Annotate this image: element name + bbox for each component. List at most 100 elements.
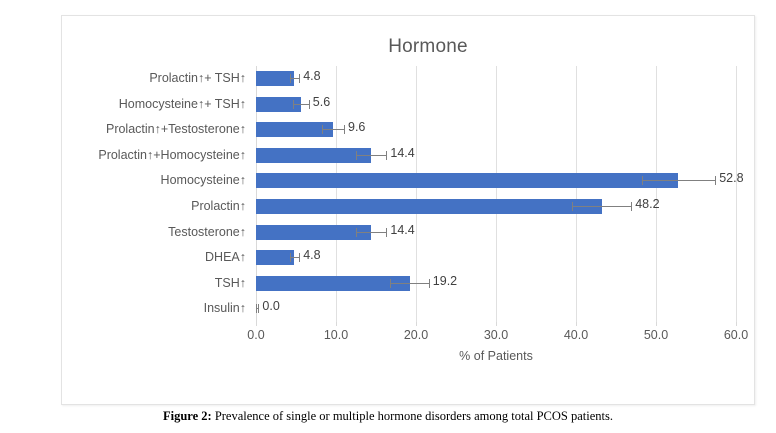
error-bar-cap-low bbox=[289, 253, 291, 263]
bar-row[interactable]: 48.2 bbox=[256, 194, 736, 220]
x-axis-tick-mark bbox=[736, 322, 737, 326]
x-axis-tick-label: 40.0 bbox=[563, 328, 589, 342]
figure-caption: Figure 2: Prevalence of single or multip… bbox=[0, 409, 776, 424]
bar-value-label: 4.8 bbox=[303, 248, 321, 263]
bar-row[interactable]: 9.6 bbox=[256, 117, 736, 143]
bar-row[interactable]: 19.2 bbox=[256, 271, 736, 297]
error-bar bbox=[289, 78, 300, 79]
bar-row[interactable]: 14.4 bbox=[256, 220, 736, 246]
bar-value-label: 14.4 bbox=[390, 222, 415, 237]
y-axis-label: Prolactin↑+Homocysteine↑ bbox=[98, 147, 246, 162]
bar[interactable] bbox=[256, 147, 372, 163]
x-axis-tick-label: 60.0 bbox=[723, 328, 749, 342]
error-bar-cap-high bbox=[344, 125, 345, 135]
bar-value-label: 0.0 bbox=[262, 299, 280, 314]
y-axis-label: Insulin↑ bbox=[203, 301, 246, 316]
chart-title: Hormone bbox=[62, 36, 754, 58]
error-bar-cap-high bbox=[258, 304, 260, 314]
gridline-60.0 bbox=[736, 66, 737, 322]
y-axis-category-labels: Prolactin↑+ TSH↑ Homocysteine↑+ TSH↑ Prola… bbox=[62, 66, 252, 322]
error-bar-cap-high bbox=[299, 74, 301, 83]
error-bar-cap-low bbox=[572, 202, 573, 211]
error-bar-cap-low bbox=[356, 150, 357, 160]
bar-value-label: 48.2 bbox=[635, 197, 660, 211]
gridline-10.0 bbox=[336, 66, 337, 322]
y-axis-label: Homocysteine↑ bbox=[160, 173, 246, 188]
bar-value-label: 19.2 bbox=[432, 273, 458, 288]
error-bar-cap-low bbox=[289, 74, 291, 83]
error-bar-cap-low bbox=[292, 99, 294, 109]
bar-value-label: 52.8 bbox=[719, 171, 744, 186]
y-axis-label: Testosterone↑ bbox=[168, 224, 246, 239]
gridline-50.0 bbox=[656, 66, 657, 322]
gridline-40.0 bbox=[576, 66, 577, 322]
error-bar-cap-low bbox=[641, 176, 643, 186]
chart-title-text: Hormone bbox=[388, 36, 468, 57]
error-bar-cap-high bbox=[386, 227, 388, 237]
bar-rows: 4.8 5.6 9.6 14.4 52.8 48.2 14.4 4.8 19.2 0.0 bbox=[256, 66, 744, 322]
bar[interactable] bbox=[256, 199, 602, 214]
error-bar bbox=[641, 180, 716, 182]
x-axis-tick-label: 10.0 bbox=[323, 328, 349, 342]
y-axis-label: Homocysteine↑+ TSH↑ bbox=[118, 96, 246, 111]
y-axis-label: Prolactin↑+ TSH↑ bbox=[149, 71, 246, 85]
bar[interactable] bbox=[256, 71, 295, 86]
x-axis-tick-mark bbox=[256, 322, 257, 326]
bar[interactable] bbox=[256, 275, 410, 291]
gridline-0.0 bbox=[256, 66, 257, 322]
bar-row[interactable]: 4.8 bbox=[256, 66, 736, 92]
figure-caption-text: Prevalence of single or multiple hormone… bbox=[211, 409, 614, 423]
plot-area: 4.8 5.6 9.6 14.4 52.8 48.2 14.4 4.8 19.2 0.0 bbox=[256, 66, 744, 322]
error-bar-cap-low bbox=[356, 227, 357, 237]
y-axis-label: TSH↑ bbox=[214, 275, 246, 290]
error-bar-cap-high bbox=[299, 253, 301, 263]
error-bar bbox=[292, 103, 309, 105]
error-bar bbox=[256, 308, 259, 310]
bar[interactable] bbox=[256, 224, 372, 240]
y-axis-label: DHEA↑ bbox=[205, 250, 246, 265]
bar-value-label: 9.6 bbox=[348, 120, 366, 135]
bar-row[interactable]: 52.8 bbox=[256, 168, 744, 194]
x-axis-tick-mark bbox=[496, 322, 497, 326]
x-axis-ticks: 0.0 10.0 20.0 30.0 40.0 50.0 60.0 bbox=[247, 322, 748, 342]
bar-row[interactable]: 14.4 bbox=[256, 143, 736, 169]
x-axis-tick-mark bbox=[656, 322, 657, 326]
bar[interactable] bbox=[256, 96, 301, 112]
error-bar bbox=[356, 231, 387, 233]
bar[interactable] bbox=[256, 250, 295, 266]
x-axis-tick-mark bbox=[576, 322, 577, 326]
error-bar-cap-high bbox=[386, 150, 388, 160]
error-bar-cap-low bbox=[390, 278, 392, 288]
error-bar-cap-low bbox=[321, 125, 323, 135]
x-axis-tick-mark bbox=[336, 322, 337, 326]
error-bar bbox=[321, 129, 344, 131]
bar-row[interactable]: 5.6 bbox=[256, 92, 736, 118]
bar-row[interactable]: 4.8 bbox=[256, 245, 736, 271]
error-bar bbox=[390, 282, 429, 284]
bar-value-label: 14.4 bbox=[390, 145, 415, 160]
error-bar-cap-high bbox=[631, 202, 633, 211]
error-bar-cap-high bbox=[715, 176, 717, 186]
bar-value-label: 4.8 bbox=[303, 69, 321, 83]
bar[interactable] bbox=[256, 122, 333, 138]
error-bar bbox=[356, 154, 387, 156]
x-axis-title: % of Patients bbox=[459, 349, 533, 363]
figure-caption-label: Figure 2: bbox=[162, 409, 212, 423]
error-bar-cap-high bbox=[308, 99, 310, 109]
bar-row[interactable]: 0.0 bbox=[256, 296, 736, 322]
error-bar bbox=[289, 257, 300, 259]
x-axis-tick-label: 20.0 bbox=[403, 328, 429, 342]
y-axis-label: Prolactin↑+Testosterone↑ bbox=[105, 122, 246, 137]
bar[interactable] bbox=[256, 173, 679, 189]
x-axis-tick-label: 50.0 bbox=[643, 328, 669, 342]
x-axis-tick-label: 30.0 bbox=[483, 328, 509, 342]
chart-panel: Hormone Prolactin↑+ TSH↑ Homocysteine↑+ T… bbox=[61, 15, 755, 405]
error-bar bbox=[572, 206, 632, 207]
gridline-20.0 bbox=[416, 66, 417, 322]
gridline-30.0 bbox=[496, 66, 497, 322]
x-axis-tick-mark bbox=[416, 322, 417, 326]
error-bar-cap-high bbox=[428, 278, 430, 288]
y-axis-label: Prolactin↑ bbox=[191, 199, 246, 213]
bar-value-label: 5.6 bbox=[312, 94, 331, 109]
